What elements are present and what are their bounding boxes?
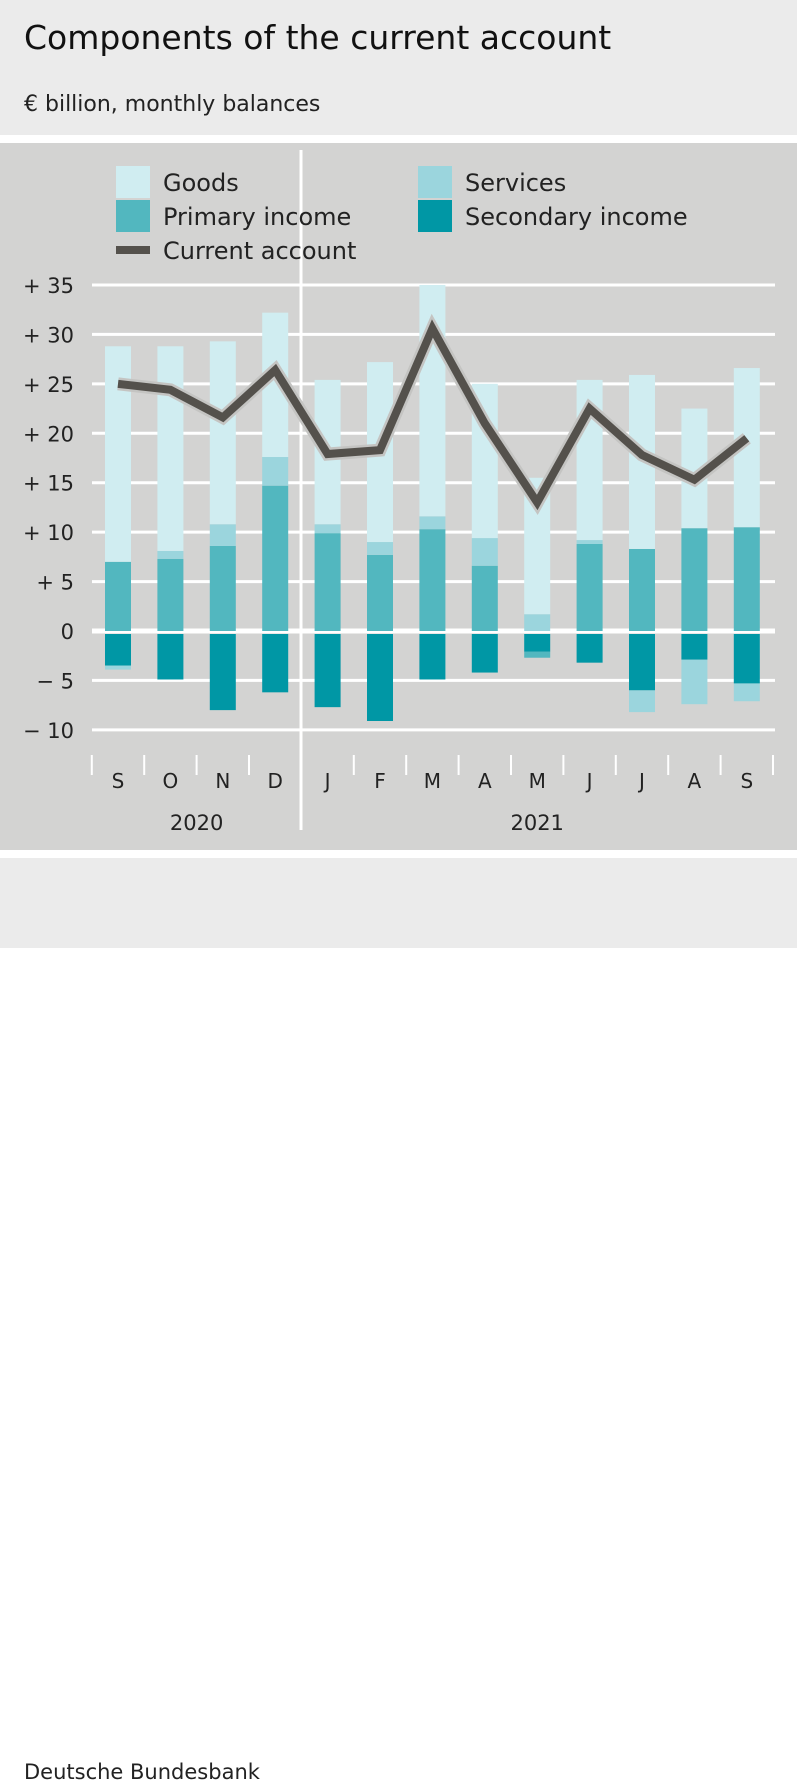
bar-services xyxy=(209,524,236,546)
bar-primary-income xyxy=(524,651,551,658)
x-tick-label: J xyxy=(585,769,593,793)
bar-primary-income xyxy=(733,527,760,631)
legend-swatch-goods xyxy=(116,166,150,198)
y-tick-label: − 10 xyxy=(23,719,74,743)
legend-swatch-services xyxy=(418,166,452,198)
bar-goods xyxy=(209,341,236,525)
bar-services xyxy=(629,690,655,713)
bar-primary-income xyxy=(419,529,446,631)
x-tick-label: O xyxy=(163,769,179,793)
x-tick-label: S xyxy=(740,769,753,793)
bar-primary-income xyxy=(471,565,498,631)
bar-secondary-income xyxy=(367,634,393,721)
y-tick-label: + 15 xyxy=(23,472,74,496)
bar-services xyxy=(524,614,551,631)
x-tick-label: J xyxy=(637,769,645,793)
x-tick-label: M xyxy=(424,769,441,793)
year-label: 2021 xyxy=(510,811,563,835)
chart-title: Components of the current account xyxy=(24,18,612,57)
bar-goods xyxy=(157,346,184,551)
x-tick-label: J xyxy=(323,769,331,793)
legend-label: Current account xyxy=(163,237,356,265)
bar-primary-income xyxy=(576,544,603,631)
x-tick-label: A xyxy=(478,769,492,793)
bar-primary-income xyxy=(367,554,393,631)
bar-primary-income xyxy=(314,533,341,631)
y-tick-label: − 5 xyxy=(36,669,74,693)
bar-services xyxy=(471,538,498,566)
x-tick-label: N xyxy=(215,769,230,793)
source-label: Deutsche Bundesbank xyxy=(24,1760,260,1784)
y-tick-label: + 35 xyxy=(23,274,74,298)
legend-swatch-primary-income xyxy=(116,200,150,232)
bar-services xyxy=(733,683,760,702)
x-tick-label: A xyxy=(688,769,702,793)
y-tick-label: + 10 xyxy=(23,521,74,545)
header: Components of the current account € bill… xyxy=(0,0,797,135)
bar-secondary-income xyxy=(209,634,236,711)
y-tick-label: + 25 xyxy=(23,373,74,397)
bar-services xyxy=(419,516,446,530)
x-tick-label: D xyxy=(267,769,282,793)
bar-primary-income xyxy=(157,558,184,631)
bar-secondary-income xyxy=(262,634,289,693)
bar-services xyxy=(157,550,184,559)
current-account-line xyxy=(117,319,750,511)
bar-services xyxy=(314,524,341,534)
bar-primary-income xyxy=(681,528,708,631)
bar-primary-income xyxy=(262,485,289,631)
y-tick-label: + 20 xyxy=(23,422,74,446)
bar-secondary-income xyxy=(314,634,341,708)
bar-primary-income xyxy=(209,545,236,631)
bar-secondary-income xyxy=(105,634,131,666)
legend-swatch-secondary-income xyxy=(418,200,452,232)
bar-primary-income xyxy=(629,548,655,631)
legend-label: Goods xyxy=(163,169,239,197)
bar-secondary-income xyxy=(733,634,760,684)
bar-services xyxy=(262,457,289,486)
legend-label: Services xyxy=(465,169,566,197)
chart-panel xyxy=(0,143,797,850)
bar-services xyxy=(367,542,393,555)
chart: + 35 + 30 + 25 + 20 + 15 + 10 + 5 0 − 5 − 10 S O N D J… xyxy=(23,150,775,835)
year-label: 2020 xyxy=(170,811,223,835)
y-tick-label: 0 xyxy=(61,620,74,644)
bar-secondary-income xyxy=(629,634,655,691)
y-tick-label: + 5 xyxy=(36,571,74,595)
chart-subtitle: € billion, monthly balances xyxy=(24,92,321,117)
bar-secondary-income xyxy=(681,634,708,660)
bar-secondary-income xyxy=(471,634,498,673)
bar-services xyxy=(105,665,131,670)
y-tick-label: + 30 xyxy=(23,323,74,347)
legend-label: Secondary income xyxy=(465,203,688,231)
bar-primary-income xyxy=(105,561,131,631)
bar-secondary-income xyxy=(419,634,446,680)
bar-services xyxy=(576,540,603,545)
x-tick-label: M xyxy=(529,769,546,793)
bar-services xyxy=(681,659,708,705)
x-tick-label: S xyxy=(112,769,125,793)
bar-secondary-income xyxy=(576,634,603,663)
bar-secondary-income xyxy=(524,634,551,652)
legend-label: Primary income xyxy=(163,203,351,231)
x-tick-label: F xyxy=(374,769,386,793)
bar-secondary-income xyxy=(157,634,184,680)
